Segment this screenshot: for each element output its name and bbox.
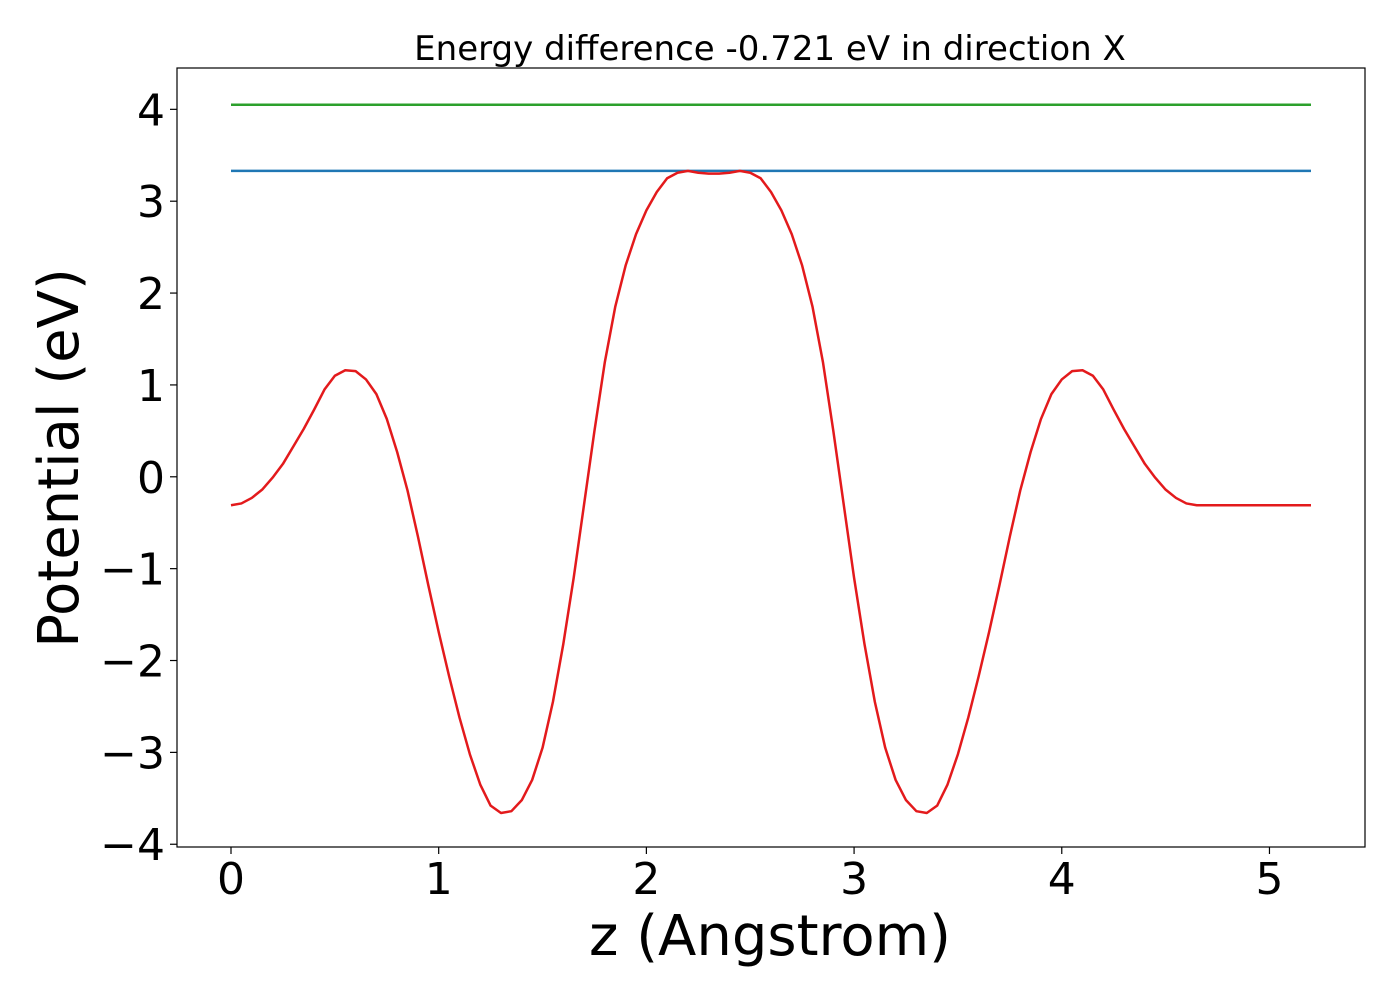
y-tick-label: 3 (137, 177, 165, 228)
series-line-3 (230, 169, 1311, 815)
series-layer (230, 103, 1311, 815)
x-tick-label: 3 (840, 854, 868, 905)
y-tick-label: 2 (137, 269, 165, 320)
y-tick-label: 0 (137, 453, 165, 504)
y-tick-label: −1 (100, 545, 165, 596)
x-axis-ticks: 0 1 2 3 4 5 (217, 847, 1283, 905)
y-axis-label: Potential (eV) (27, 268, 92, 648)
x-tick-label: 1 (425, 854, 453, 905)
x-tick-label: 4 (1048, 854, 1076, 905)
y-tick-label: −4 (100, 820, 165, 871)
x-tick-label: 0 (217, 854, 245, 905)
y-tick-label: −3 (100, 728, 165, 779)
x-tick-label: 5 (1255, 854, 1283, 905)
chart-title: Energy difference -0.721 eV in direction… (414, 29, 1126, 69)
y-tick-label: 1 (137, 361, 165, 412)
y-axis-ticks: −4 −3 −2 −1 0 1 2 3 4 (100, 85, 177, 871)
x-axis-label: z (Angstrom) (589, 904, 951, 969)
x-tick-label: 2 (632, 854, 660, 905)
y-tick-label: −2 (100, 637, 165, 688)
y-tick-label: 4 (137, 85, 165, 136)
plot-frame (176, 67, 1366, 848)
